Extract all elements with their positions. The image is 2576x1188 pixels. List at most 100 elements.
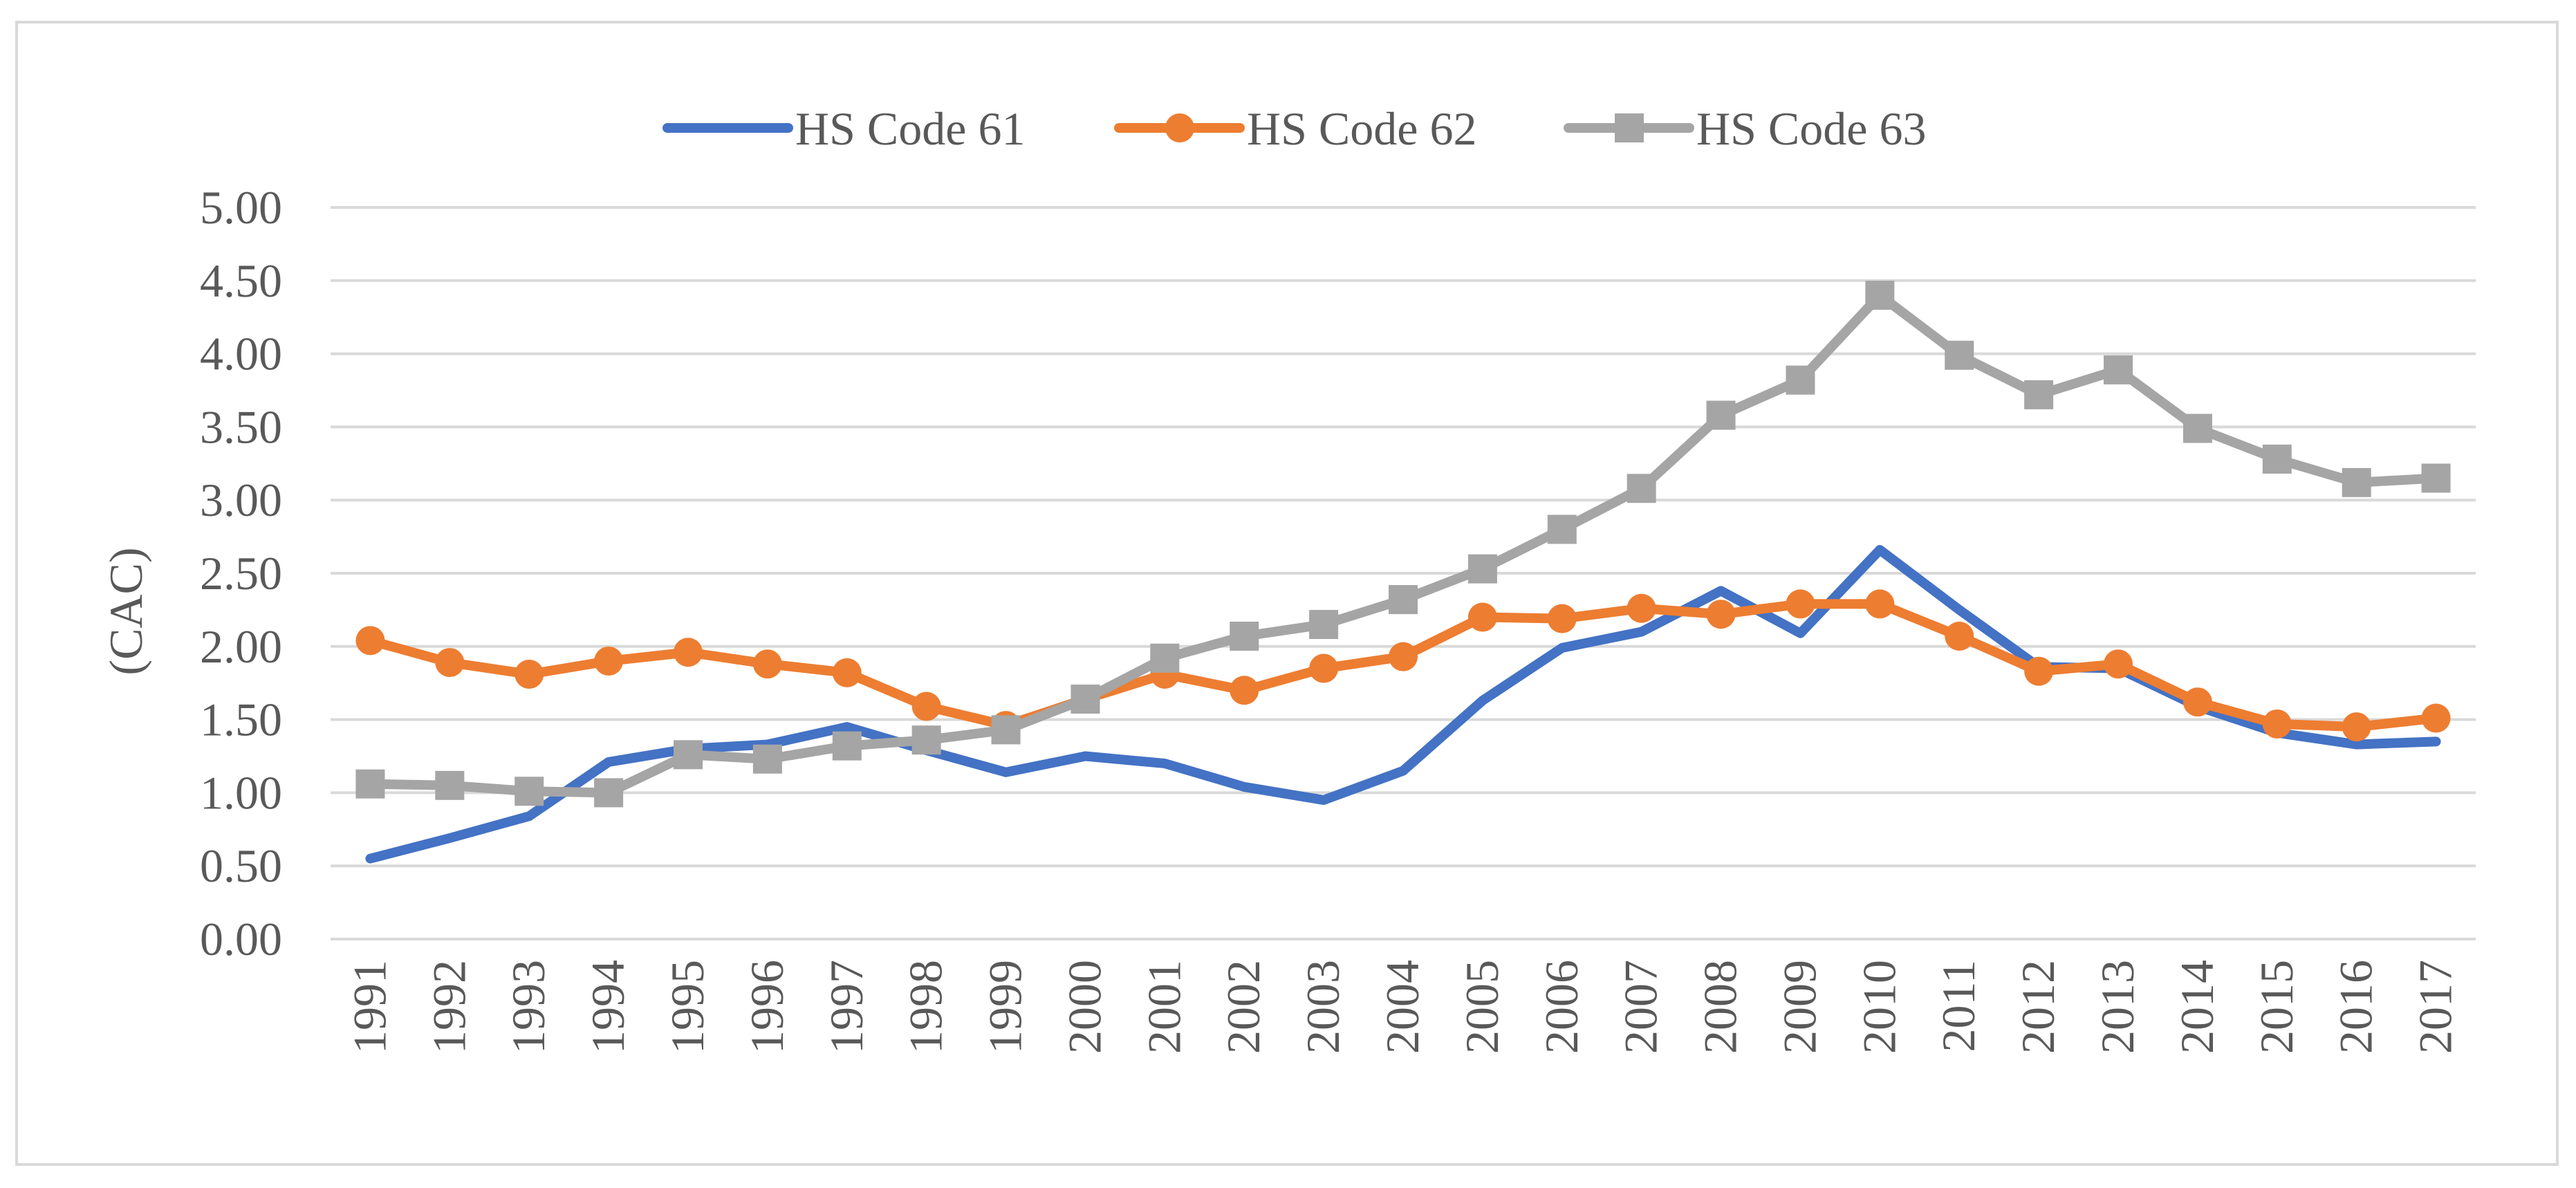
- data-point: [2024, 656, 2054, 686]
- x-tick-label: 2011: [1932, 960, 1985, 1052]
- x-tick-label: 1996: [741, 960, 793, 1054]
- data-point: [674, 740, 703, 770]
- series-group: [355, 280, 2451, 864]
- data-point: [1389, 585, 1418, 615]
- data-point: [674, 638, 703, 667]
- x-tick-label: 2002: [1217, 960, 1270, 1054]
- legend-marker: [1165, 113, 1194, 142]
- data-point: [752, 649, 782, 679]
- y-tick-label: 5.00: [200, 181, 282, 234]
- data-point: [1547, 514, 1577, 544]
- x-tick-label: 2005: [1456, 960, 1508, 1054]
- x-tick-label: 2009: [1773, 960, 1826, 1054]
- data-point: [1230, 621, 1259, 651]
- data-point: [435, 770, 465, 800]
- x-tick-label: 1994: [582, 960, 634, 1054]
- legend-item: HS Code 63: [1564, 102, 1926, 155]
- data-point: [435, 648, 465, 678]
- data-point: [1467, 554, 1497, 584]
- x-tick-label: 1997: [820, 960, 873, 1054]
- data-point: [1627, 474, 1656, 503]
- x-tick-label: 2010: [1853, 960, 1905, 1054]
- data-point: [1945, 340, 1974, 370]
- legend-marker: [1615, 113, 1644, 142]
- y-axis-label: (CAC): [100, 547, 152, 675]
- y-tick-label: 4.00: [200, 328, 282, 380]
- legend-item: HS Code 61: [662, 102, 1025, 155]
- data-point: [2024, 380, 2054, 409]
- legend-label: HS Code 63: [1696, 102, 1926, 155]
- x-tick-label: 2001: [1138, 960, 1190, 1054]
- y-tick-label: 1.00: [200, 766, 282, 819]
- x-tick-label: 2000: [1058, 960, 1111, 1054]
- series-hs-code-63: [355, 280, 2451, 808]
- data-point: [1786, 365, 1815, 395]
- x-tick-label: 2015: [2250, 960, 2303, 1054]
- legend-label: HS Code 61: [795, 102, 1025, 155]
- gridlines: [331, 206, 2476, 940]
- data-point: [911, 692, 941, 721]
- x-tick-label: 2007: [1615, 960, 1667, 1054]
- data-point: [991, 715, 1021, 745]
- data-point: [1547, 604, 1577, 633]
- data-point: [594, 646, 624, 676]
- data-point: [1309, 610, 1339, 640]
- x-tick-label: 1993: [502, 960, 555, 1054]
- y-tick-label: 4.50: [200, 254, 282, 307]
- x-tick-label: 2013: [2091, 960, 2144, 1054]
- data-point: [2421, 463, 2451, 493]
- data-point: [1945, 621, 1974, 651]
- legend: HS Code 61 HS Code 62 HS Code 63: [662, 102, 1926, 155]
- x-tick-label: 1991: [343, 960, 396, 1054]
- data-point: [2104, 355, 2133, 384]
- y-tick-label: 2.00: [200, 620, 282, 673]
- x-tick-label: 2006: [1535, 960, 1588, 1054]
- data-point: [1389, 642, 1418, 671]
- data-point: [2183, 414, 2212, 443]
- y-tick-label: 0.50: [200, 839, 282, 892]
- y-tick-label: 3.00: [200, 474, 282, 526]
- data-point: [2262, 444, 2292, 474]
- data-point: [355, 626, 385, 656]
- x-tick-label: 1992: [423, 960, 475, 1054]
- x-tick-label: 1999: [979, 960, 1032, 1054]
- data-point: [2342, 712, 2371, 742]
- series-hs-code-62: [355, 589, 2451, 742]
- data-point: [1230, 676, 1259, 705]
- data-point: [832, 731, 862, 761]
- data-point: [515, 777, 544, 806]
- data-point: [1627, 593, 1656, 623]
- data-point: [1706, 600, 1736, 629]
- data-point: [752, 744, 782, 774]
- y-tick-label: 3.50: [200, 400, 282, 453]
- y-tick-label: 1.50: [200, 694, 282, 746]
- legend-label: HS Code 62: [1247, 102, 1476, 155]
- data-point: [355, 769, 385, 799]
- x-tick-label: 2017: [2409, 960, 2462, 1054]
- data-point: [2183, 687, 2212, 717]
- x-tick-label: 2008: [1694, 960, 1747, 1054]
- data-point: [1467, 602, 1497, 632]
- data-point: [911, 725, 941, 755]
- data-point: [2262, 709, 2292, 739]
- data-point: [515, 660, 544, 689]
- data-point: [1706, 400, 1736, 430]
- x-tick-label: 1998: [900, 960, 952, 1054]
- y-axis-ticks: 0.00 0.50 1.00 1.50 2.00 2.50 3.00 3.50 4.00 4.50…: [200, 181, 282, 965]
- data-point: [594, 778, 624, 808]
- data-point: [832, 658, 862, 687]
- x-axis-ticks: 1991 1992 1993 1994 1995 1996 1997 1998 1999 2000…: [343, 960, 2461, 1054]
- x-tick-label: 2014: [2171, 960, 2223, 1054]
- x-tick-label: 1995: [661, 960, 714, 1054]
- data-point: [2104, 649, 2133, 679]
- data-point: [2421, 703, 2451, 733]
- data-point: [2342, 467, 2371, 497]
- y-tick-label: 0.00: [200, 913, 282, 965]
- x-tick-label: 2004: [1376, 960, 1429, 1054]
- chart-frame: [15, 21, 2559, 1166]
- data-point: [1071, 684, 1100, 714]
- data-point: [1786, 589, 1815, 619]
- x-tick-label: 2003: [1297, 960, 1349, 1054]
- x-tick-label: 2012: [2012, 960, 2064, 1054]
- data-point: [1865, 280, 1895, 310]
